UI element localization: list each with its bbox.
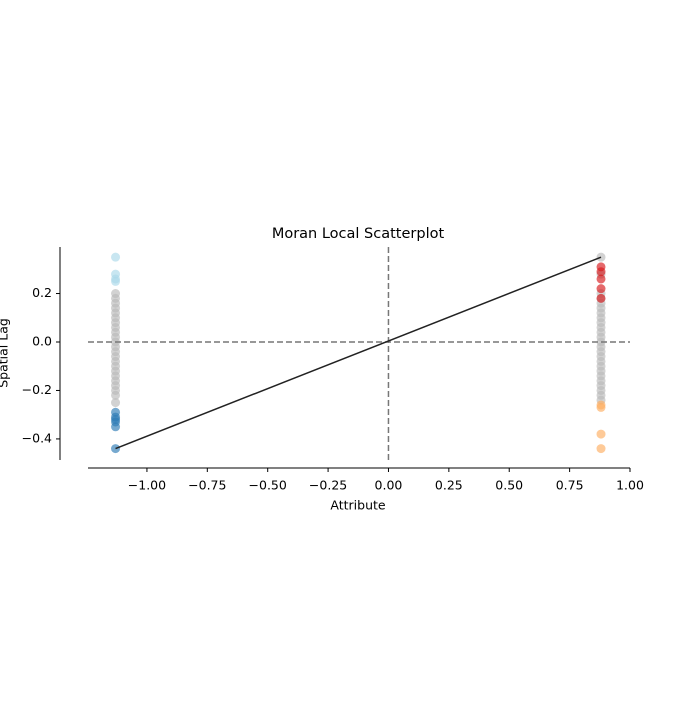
x-tick-label: 0.75 bbox=[556, 478, 584, 493]
scatter-point bbox=[596, 267, 606, 277]
x-tick-label: 1.00 bbox=[616, 478, 644, 493]
y-tick-label: 0.2 bbox=[32, 285, 52, 300]
scatter-point bbox=[596, 293, 606, 303]
scatter-point bbox=[111, 398, 121, 408]
x-tick-label: −0.75 bbox=[188, 478, 226, 493]
scatter-point bbox=[111, 276, 121, 286]
scatter-point bbox=[596, 284, 606, 294]
scatter-point bbox=[596, 402, 606, 412]
y-tick-label: 0.0 bbox=[32, 333, 52, 348]
scatter-point bbox=[111, 422, 121, 432]
scatter-point bbox=[596, 444, 606, 454]
chart-title: Moran Local Scatterplot bbox=[272, 226, 445, 242]
x-tick-label: −0.25 bbox=[309, 478, 347, 493]
scatter-point bbox=[596, 429, 606, 439]
x-tick-label: 0.50 bbox=[495, 478, 523, 493]
y-axis-label: Spatial Lag bbox=[0, 318, 11, 388]
scatter-point bbox=[111, 390, 121, 400]
y-tick-label: −0.4 bbox=[22, 430, 52, 445]
y-tick-label: −0.2 bbox=[22, 382, 52, 397]
fit-line bbox=[115, 256, 602, 450]
scatter-point bbox=[111, 252, 121, 262]
x-axis-label: Attribute bbox=[330, 498, 386, 513]
x-tick-label: −1.00 bbox=[128, 478, 166, 493]
scatter-point bbox=[596, 274, 606, 284]
x-tick-label: 0.00 bbox=[375, 478, 403, 493]
x-tick-label: −0.50 bbox=[249, 478, 287, 493]
x-tick-label: 0.25 bbox=[435, 478, 463, 493]
